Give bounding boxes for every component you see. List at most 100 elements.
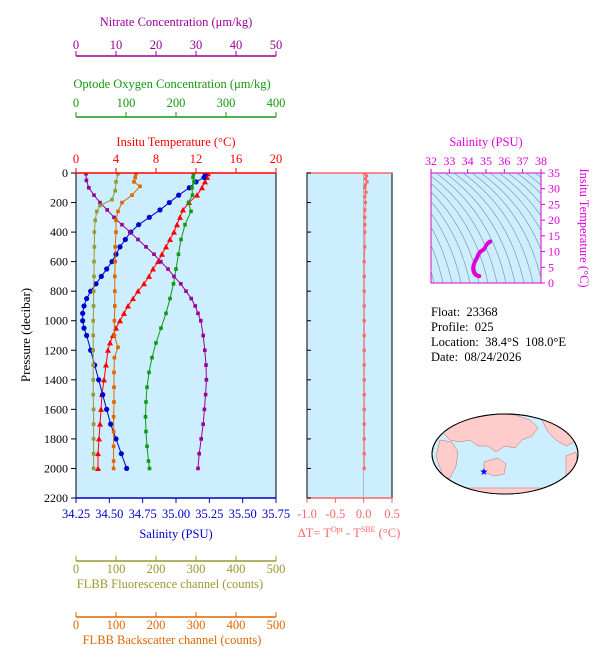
backscatter-tick-label: 200	[147, 618, 166, 632]
temperature-point	[146, 273, 152, 279]
salinity-point	[201, 174, 207, 181]
ts-density-contour	[498, 173, 541, 217]
temperature-point	[98, 406, 104, 412]
salinity-point	[109, 259, 115, 265]
backscatter-point	[116, 345, 120, 350]
oxygen-point	[179, 237, 183, 242]
ts-density-contour	[431, 183, 489, 283]
fluorescence-point	[92, 245, 97, 249]
temperature-point	[159, 251, 165, 257]
ts-density-contour	[453, 173, 525, 283]
salinity-point	[80, 318, 86, 324]
ts-salinity-tick-label: 32	[425, 154, 437, 168]
fluorescence-point	[113, 188, 117, 193]
nitrate-tick-label: 50	[270, 38, 283, 52]
temperature-point	[96, 435, 102, 442]
salinity-point	[104, 266, 110, 272]
oxygen-point	[174, 267, 178, 271]
fluorescence-tick-label: 400	[227, 562, 246, 576]
nitrate-point	[199, 318, 203, 323]
ts-point	[477, 274, 482, 279]
delta-t-point	[362, 333, 366, 338]
ts-salinity-tick-label: 38	[535, 154, 547, 168]
salinity-point	[104, 406, 110, 412]
oxygen-point	[191, 175, 195, 180]
delta-t-point	[362, 289, 366, 293]
nitrate-point	[202, 407, 207, 412]
backscatter-point	[111, 444, 116, 449]
delta-t-point	[362, 319, 366, 323]
pressure-tick-label: 2000	[44, 461, 68, 475]
delta-t-label-mid: - T	[343, 526, 361, 540]
pressure-tick-label: 2200	[44, 491, 68, 505]
pressure-tick-label: 200	[50, 196, 68, 210]
backscatter-tick-label: 100	[107, 618, 126, 632]
oxygen-point	[150, 355, 154, 360]
oxygen-point	[144, 400, 148, 404]
oxygen-point	[164, 311, 168, 316]
oxygen-point	[147, 370, 151, 375]
pressure-tick-label: 1600	[44, 402, 68, 416]
ts-density-contour	[507, 173, 541, 205]
delta-t-point	[362, 407, 366, 411]
fluorescence-point	[92, 274, 96, 279]
world-map-outline	[431, 413, 579, 495]
delta-t-point	[362, 348, 366, 352]
pressure-tick-label: 0	[62, 166, 68, 180]
delta-t-point	[365, 180, 369, 184]
fluorescence-tick-label: 0	[73, 562, 79, 576]
profile-number: Profile: 025	[431, 320, 494, 334]
nitrate-point	[136, 237, 140, 242]
backscatter-point	[112, 400, 116, 404]
temperature-axis-label: Insitu Temperature (°C)	[116, 135, 235, 149]
nitrate-point	[84, 178, 89, 183]
salinity-tick-label: 35.50	[229, 507, 257, 521]
fluorescence-point	[91, 304, 96, 308]
nitrate-point	[179, 281, 183, 286]
nitrate-point	[203, 348, 207, 353]
fluorescence-point	[91, 437, 96, 441]
backscatter-point	[133, 175, 137, 180]
fluorescence-point	[91, 289, 96, 293]
salinity-tick-label: 34.75	[129, 507, 157, 521]
backscatter-point	[111, 466, 116, 471]
oxygen-tick-label: 200	[167, 96, 186, 110]
fluorescence-point	[93, 218, 97, 223]
nitrate-point	[201, 333, 205, 338]
nitrate-point	[197, 451, 201, 456]
pressure-tick-label: 1000	[44, 314, 68, 328]
ts-density-contour	[480, 173, 541, 251]
delta-t-point	[362, 437, 366, 441]
fluorescence-profile-line	[92, 173, 119, 469]
nitrate-axis-label: Nitrate Concentration (μm/kg)	[100, 15, 253, 29]
ts-salinity-tick-label: 37	[517, 154, 529, 168]
nitrate-point	[112, 215, 116, 220]
nitrate-point	[84, 173, 88, 176]
ts-temperature-tick-label: 10	[548, 245, 560, 259]
temperature-point	[199, 184, 205, 191]
continent-australia	[483, 457, 507, 477]
profile-axes-group: 0200400600800100012001400160018002000220…	[44, 152, 290, 521]
temperature-point	[105, 347, 111, 353]
oxygen-point	[189, 209, 193, 214]
delta-t-point	[363, 177, 367, 181]
oxygen-tick-label: 400	[267, 96, 286, 110]
ts-salinity-tick-label: 36	[498, 154, 510, 168]
profile-series-group	[80, 173, 211, 472]
backscatter-point	[112, 370, 116, 375]
profile-panel-background	[75, 172, 277, 499]
delta-t-point	[362, 363, 366, 367]
salinity-point	[100, 391, 106, 398]
oxygen-point	[176, 252, 181, 257]
delta-t-tick-label: 0.5	[384, 507, 400, 521]
nitrate-tick-label: 10	[110, 38, 123, 52]
delta-t-panel: -1.0 -0.5 0.0 0.5 ΔT= TOpt - TSBE (°C)	[297, 172, 400, 540]
salinity-point	[84, 295, 90, 302]
fluorescence-point	[91, 363, 95, 367]
ts-density-contour	[444, 173, 516, 283]
backscatter-point	[112, 333, 117, 338]
salinity-point	[124, 465, 130, 472]
delta-t-point	[362, 466, 366, 471]
delta-t-point	[364, 174, 369, 178]
oxygen-point	[183, 222, 187, 227]
